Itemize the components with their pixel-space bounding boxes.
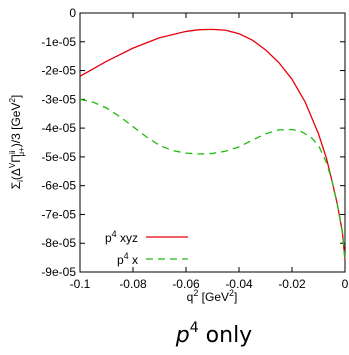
legend-label-xyz: p4 xyz xyxy=(105,229,138,245)
x-tick-label: 0 xyxy=(342,277,349,291)
series-line-xyz xyxy=(79,28,346,261)
axis-ticks: -0.1 -0.08 -0.06 -0.04 -0.02 0 0 -1e-05 -2e-05 -3… xyxy=(41,6,348,291)
y-tick-label: -3e-05 xyxy=(41,92,76,106)
y-axis-label: Σi(ΔVΠiiμ+)/3 [GeV2] xyxy=(8,95,26,190)
x-tick-label: -0.04 xyxy=(225,277,253,291)
caption-base: p xyxy=(175,323,190,348)
y-tick-label: -7e-05 xyxy=(41,207,76,221)
caption-rest: only xyxy=(199,323,253,348)
plot-frame xyxy=(79,12,346,273)
y-tick-label: -5e-05 xyxy=(41,150,76,164)
y-tick-label: -9e-05 xyxy=(41,265,76,279)
caption-exponent: 4 xyxy=(190,320,199,336)
x-tick-label: -0.02 xyxy=(278,277,306,291)
legend-label-x: p4 x xyxy=(117,251,138,267)
legend: p4 xyz p4 x xyxy=(105,229,188,267)
data-series xyxy=(79,28,346,261)
y-tick-label: -1e-05 xyxy=(41,35,76,49)
y-tick-label: 0 xyxy=(69,6,76,20)
x-tick-label: -0.1 xyxy=(70,277,91,291)
y-tick-label: -4e-05 xyxy=(41,121,76,135)
series-line-x xyxy=(79,98,346,261)
y-tick-label: -2e-05 xyxy=(41,64,76,78)
x-tick-label: -0.06 xyxy=(172,277,200,291)
x-tick-label: -0.08 xyxy=(119,277,147,291)
y-tick-label: -8e-05 xyxy=(41,236,76,250)
figure-caption: p4 only xyxy=(175,320,252,348)
y-tick-label: -6e-05 xyxy=(41,179,76,193)
x-axis-label: q2 [GeV2] xyxy=(187,288,238,304)
